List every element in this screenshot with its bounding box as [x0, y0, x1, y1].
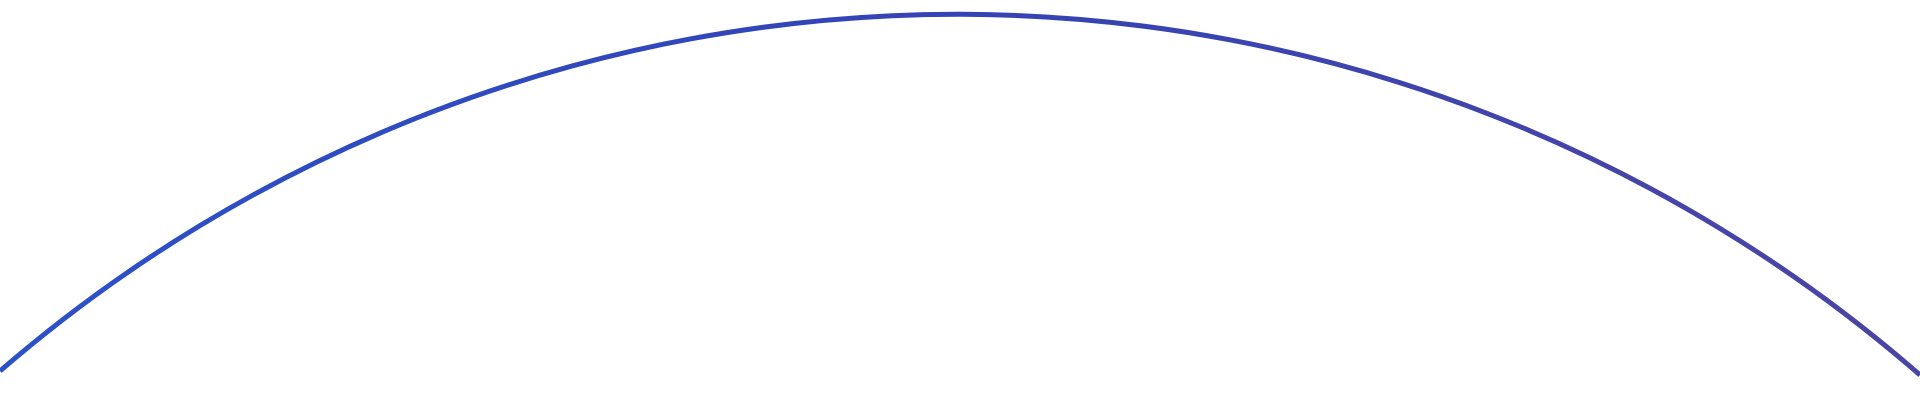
curve-line	[0, 11, 1920, 377]
